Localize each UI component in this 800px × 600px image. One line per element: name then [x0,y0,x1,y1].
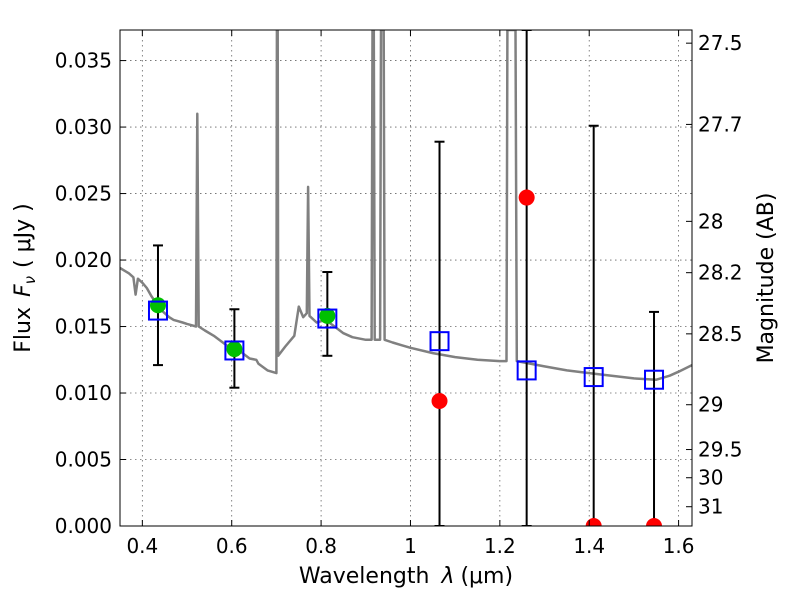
x-tick-label: 1.2 [484,534,516,558]
grid [120,30,692,527]
y2-axis-label: Magnitude (AB) [754,193,779,364]
y-tick-label: 0.025 [55,182,112,206]
data-point-square [644,369,665,390]
data-point-circle [518,189,535,206]
y-tick-label: 0.015 [55,315,112,339]
x-tick-label: 0.8 [305,534,337,558]
y2-tick-label: 27.5 [698,31,743,55]
sed-model-line [120,30,692,381]
y-tick-label: 0.035 [55,49,112,73]
data-point-circle [646,518,663,526]
x-tick-label: 1.6 [663,534,695,558]
y2-tick-label: 30 [698,466,723,490]
axis-ticks: 0.4 0.6 0.8 1 1.2 1.4 1.6 0.000 0.005 0.010 0.015 0… [55,30,743,558]
y-tick-label: 0.005 [55,448,112,472]
y2-tick-label: 28.5 [698,322,743,346]
plot-area [120,30,692,526]
y2-tick-label: 29.5 [698,438,743,462]
y2-tick-label: 28.2 [698,261,743,285]
error-bars [152,30,660,526]
data-point-square [583,367,604,388]
y-axis-label-subscript: ν [21,276,39,284]
data-point-square [147,300,168,321]
x-tick-label: 0.6 [216,534,248,558]
data-point-circle [226,341,243,358]
y-axis-label-text: Flux [11,307,36,353]
x-tick-label: 1 [404,534,417,558]
data-point-square [429,331,450,352]
data-point-circle [149,297,166,314]
data-point-circle [319,307,336,324]
y2-tick-label: 29 [698,393,723,417]
y-axis-label-unit: ( μJy ) [11,203,36,268]
y-tick-label: 0.020 [55,248,112,272]
y2-tick-label: 27.7 [698,112,743,136]
data-point-square [317,308,338,329]
data-point-circle [431,393,448,410]
x-axis-label-symbol: λ [440,564,454,589]
x-axis-label-text: Wavelength [299,564,430,589]
data-point-square [516,360,537,381]
x-axis-label-unit: (μm) [460,564,513,589]
y2-tick-label: 31 [698,495,723,519]
y-tick-label: 0.030 [55,115,112,139]
plot-frame [119,29,693,527]
y-axis-label: Flux Fν ( μJy ) [11,203,39,352]
x-tick-label: 0.4 [126,534,158,558]
y2-tick-label: 28 [698,209,723,233]
data-markers [147,189,665,526]
x-tick-label: 1.4 [573,534,605,558]
data-point-square [224,340,245,361]
y-axis-label-symbol: F [11,284,36,297]
x-axis-label: Wavelength λ (μm) [299,564,513,589]
y-tick-label: 0.010 [55,381,112,405]
y-tick-label: 0.000 [55,514,112,538]
